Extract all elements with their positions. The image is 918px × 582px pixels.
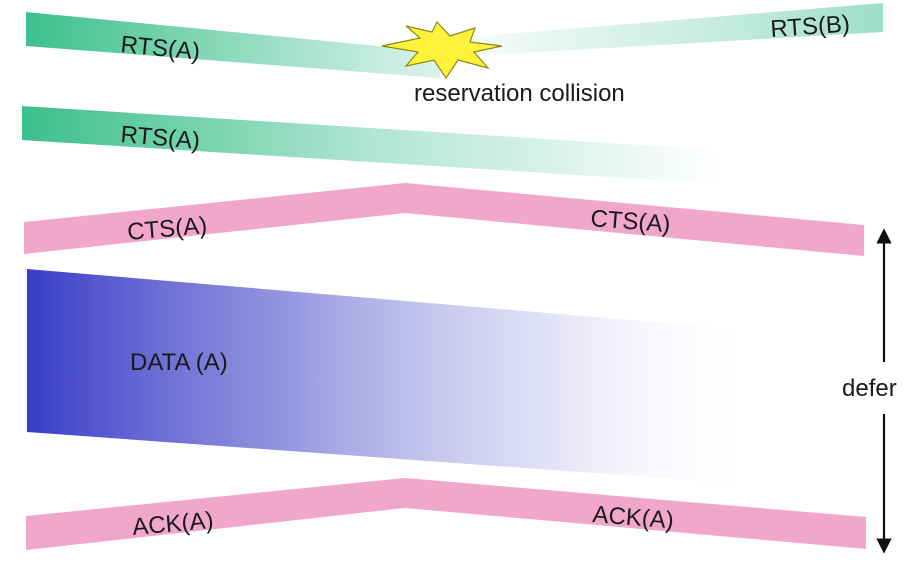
defer-label: defer	[842, 375, 897, 402]
ack-a-band	[26, 478, 866, 550]
cts-a-label-right: CTS(A)	[590, 205, 672, 238]
rts-a-band-2	[22, 106, 720, 184]
cts-a-band	[24, 183, 864, 256]
collision-starburst-icon	[381, 20, 503, 80]
rts-a-label-2: RTS(A)	[119, 121, 201, 155]
cts-a-label-left: CTS(A)	[126, 212, 208, 246]
data-a-label: DATA (A)	[130, 349, 228, 376]
rts-a-band-1	[26, 12, 440, 78]
ack-a-label-left: ACK(A)	[131, 507, 214, 541]
collision-label: reservation collision	[414, 80, 625, 107]
rts-b-band	[470, 3, 883, 56]
data-a-band	[27, 269, 760, 485]
rts-b-label: RTS(B)	[770, 11, 851, 43]
ack-a-label-right: ACK(A)	[592, 501, 675, 534]
